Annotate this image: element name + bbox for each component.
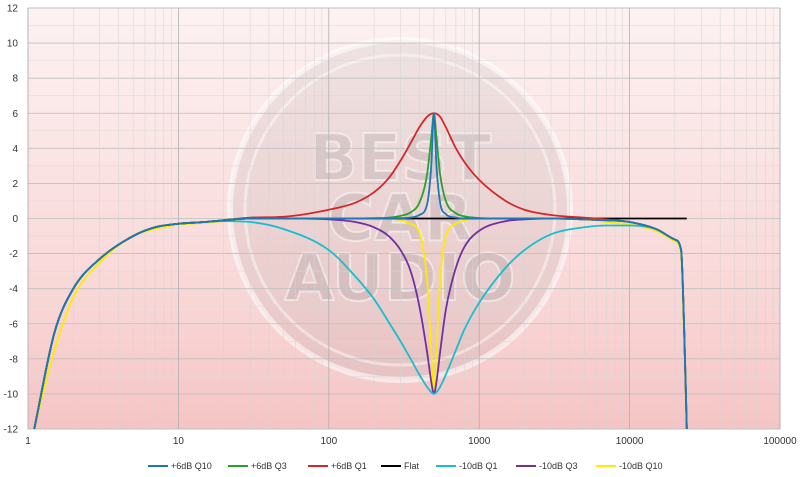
axis-tick-labels: -12 -10 -8 -6 -4 -2 0 2 4 6 8 10 12 1 10 100 1000 10000 10…	[4, 4, 798, 448]
y-tick-label: -4	[9, 284, 18, 295]
legend-item: +6dB Q3	[228, 461, 287, 471]
y-tick-label: 12	[7, 4, 19, 15]
x-tick-label: 1	[25, 436, 31, 447]
legend-label: -10dB Q1	[459, 461, 498, 471]
x-tick-label: 10	[173, 436, 185, 447]
y-tick-label: -2	[9, 249, 18, 260]
legend-label: -10dB Q3	[539, 461, 578, 471]
legend-item: +6dB Q10	[148, 461, 212, 471]
x-tick-label: 100	[320, 436, 337, 447]
y-tick-label: 4	[12, 144, 18, 155]
watermark-word: AUDIO	[285, 242, 516, 316]
legend-label: Flat	[404, 461, 420, 471]
watermark-word: BEST	[309, 122, 492, 196]
watermark-inner-ring	[243, 53, 557, 367]
legend-label: +6dB Q3	[251, 461, 287, 471]
legend-label: +6dB Q1	[331, 461, 367, 471]
legend-item: -10dB Q10	[596, 461, 663, 471]
y-tick-label: 6	[12, 109, 18, 120]
legend-item: -10dB Q1	[436, 461, 498, 471]
y-tick-label: 0	[12, 214, 18, 225]
y-tick-label: -8	[9, 354, 18, 365]
legend-item: -10dB Q3	[516, 461, 578, 471]
legend-item: +6dB Q1	[308, 461, 367, 471]
x-tick-label: 10000	[616, 436, 644, 447]
legend-label: +6dB Q10	[171, 461, 212, 471]
y-tick-label: 2	[12, 179, 18, 190]
series-line	[33, 112, 688, 430]
x-tick-label: 1000	[468, 436, 491, 447]
series-lines	[33, 112, 688, 430]
y-tick-label: -12	[4, 425, 19, 436]
legend-label: -10dB Q10	[619, 461, 663, 471]
y-tick-label: 10	[7, 39, 19, 50]
legend: +6dB Q10 +6dB Q3 +6dB Q1 Flat -10dB Q1 -10dB …	[148, 461, 663, 471]
y-tick-label: 8	[12, 74, 18, 85]
x-tick-label: 100000	[763, 436, 797, 447]
legend-item: Flat	[381, 461, 420, 471]
y-tick-label: -10	[4, 389, 19, 400]
y-tick-label: -6	[9, 319, 18, 330]
